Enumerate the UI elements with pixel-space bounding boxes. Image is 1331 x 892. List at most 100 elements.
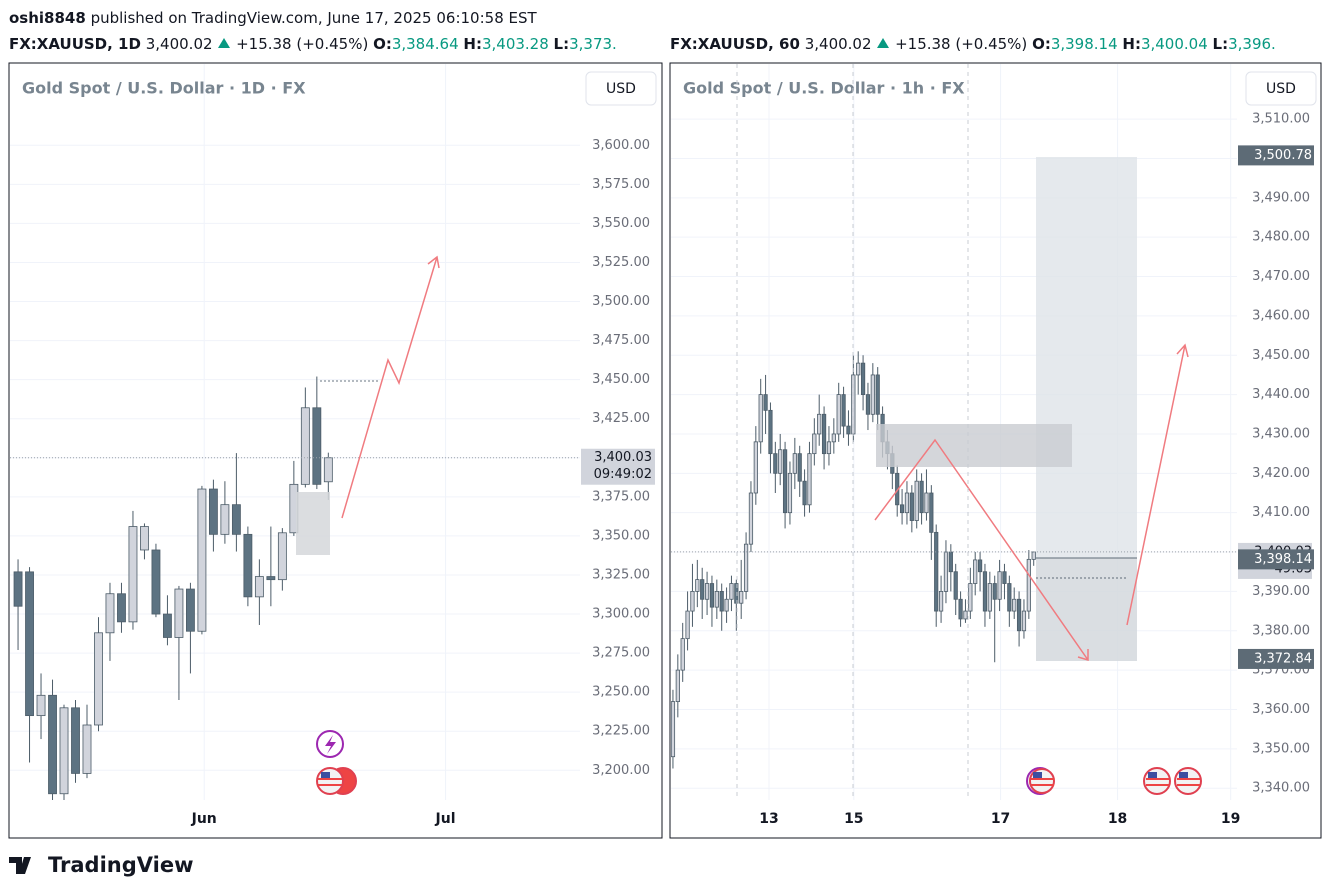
y-tick-label: 3,550.00 — [592, 216, 650, 231]
y-tick-label: 3,390.00 — [1252, 584, 1310, 599]
candle-body — [312, 407, 322, 485]
l-label: L: — [1212, 35, 1229, 53]
currency: USD — [1266, 81, 1296, 97]
candle-body — [904, 492, 910, 514]
candle-body — [748, 492, 754, 545]
candle-body — [300, 407, 310, 485]
candle-body — [739, 591, 744, 604]
candle-body — [714, 591, 719, 608]
candle-body — [13, 571, 23, 607]
quote-line: FX:XAUUSD, 60 3,400.02 +15.38 (+0.45%) O… — [670, 34, 1331, 54]
y-tick-label: 3,350.00 — [1252, 741, 1310, 756]
candle-body — [105, 593, 115, 634]
candle-body — [929, 492, 934, 533]
chart-title: Gold Spot / U.S. Dollar · 1D · FX — [22, 79, 306, 98]
candle-body — [140, 526, 149, 551]
candle-body — [895, 472, 900, 506]
candle-body — [885, 441, 890, 455]
y-tick-label: 3,380.00 — [1252, 623, 1310, 638]
candle-body — [1021, 610, 1027, 632]
x-tick-label: Jun — [191, 811, 217, 827]
candle-body — [977, 559, 983, 573]
candle-body — [899, 504, 905, 514]
y-tick-label: 3,340.00 — [1252, 781, 1310, 796]
candle-body — [690, 591, 695, 612]
candle-body — [704, 583, 710, 600]
candle-body — [792, 453, 797, 474]
x-tick-label: 18 — [1108, 811, 1127, 827]
candle-body — [243, 533, 253, 598]
candle-body — [48, 694, 57, 795]
candle-body — [197, 488, 207, 632]
candle-body — [1016, 598, 1022, 632]
candle-body — [695, 579, 700, 592]
candle-body — [1007, 583, 1012, 612]
candle-body — [778, 449, 783, 474]
h: 3,400.04 — [1140, 35, 1208, 53]
candle-body — [763, 394, 768, 411]
published: published on TradingView.com, June 17, 2… — [90, 9, 537, 27]
price-label: 3,398.14 — [1254, 552, 1312, 567]
y-tick-label: 3,400.00 — [1252, 545, 1310, 560]
candles — [13, 376, 333, 800]
candle-body — [1026, 558, 1031, 612]
h: 3,403.28 — [481, 35, 549, 53]
candle-body — [870, 374, 875, 415]
candle-body — [851, 374, 856, 435]
candle-body — [82, 724, 92, 774]
y-tick-label: 3,250.00 — [592, 685, 650, 700]
last-price-box — [581, 448, 655, 485]
candle-body — [1002, 571, 1007, 584]
candle-body — [59, 707, 69, 795]
candle-body — [1012, 598, 1017, 612]
y-tick-label: 3,480.00 — [1252, 230, 1310, 245]
currency: USD — [606, 81, 636, 97]
price-label: 3,500.78 — [1254, 148, 1312, 163]
candle-body — [797, 453, 802, 482]
candle-body — [787, 472, 793, 514]
last: 3,400.02 — [145, 35, 213, 53]
y-tick-label: 3,575.00 — [592, 177, 650, 192]
countdown: 09:49:02 — [594, 467, 652, 482]
candle-body — [846, 425, 851, 435]
change: +15.38 (+0.45%) — [895, 35, 1028, 53]
quote-line: FX:XAUUSD, 1D 3,400.02 +15.38 (+0.45%) O… — [9, 34, 665, 54]
candle-body — [208, 488, 218, 535]
candle-body — [982, 571, 988, 612]
candle-body — [968, 583, 973, 612]
y-tick-label: 3,400.00 — [592, 450, 650, 465]
candle-body — [831, 433, 836, 443]
candle-body — [25, 571, 34, 717]
y-tick-label: 3,325.00 — [592, 567, 650, 582]
candle-body — [997, 571, 1002, 600]
candle-body — [186, 588, 195, 632]
price-label-box — [1238, 145, 1314, 166]
candle-body — [943, 551, 949, 592]
l: 3,396. — [1228, 35, 1276, 53]
candle-body — [724, 598, 729, 612]
candle-body — [671, 701, 676, 758]
l-label: L: — [553, 35, 570, 53]
candle-body — [973, 559, 978, 584]
brand: TradingView — [48, 853, 193, 877]
candle-body — [753, 441, 758, 494]
y-tick-label: 3,425.00 — [592, 411, 650, 426]
h-label: H: — [1122, 35, 1141, 53]
projection-arrow — [341, 255, 440, 519]
y-tick-label: 3,450.00 — [592, 372, 650, 387]
x-tick-label: 19 — [1221, 811, 1240, 827]
h-label: H: — [463, 35, 482, 53]
panel — [669, 62, 1322, 839]
countdown: 49:03 — [1275, 561, 1312, 576]
candle-body — [821, 413, 827, 455]
target-box — [1036, 157, 1137, 558]
candle-body — [958, 598, 963, 620]
y-tick-label: 3,420.00 — [1252, 466, 1310, 481]
candle-body — [94, 632, 103, 726]
candle-body — [909, 492, 914, 521]
y-tick-label: 3,360.00 — [1252, 702, 1310, 717]
symbol: FX:XAUUSD, 1D — [9, 35, 141, 53]
up-icon — [877, 38, 890, 48]
candle-body — [963, 610, 968, 620]
candle-body — [128, 526, 138, 623]
